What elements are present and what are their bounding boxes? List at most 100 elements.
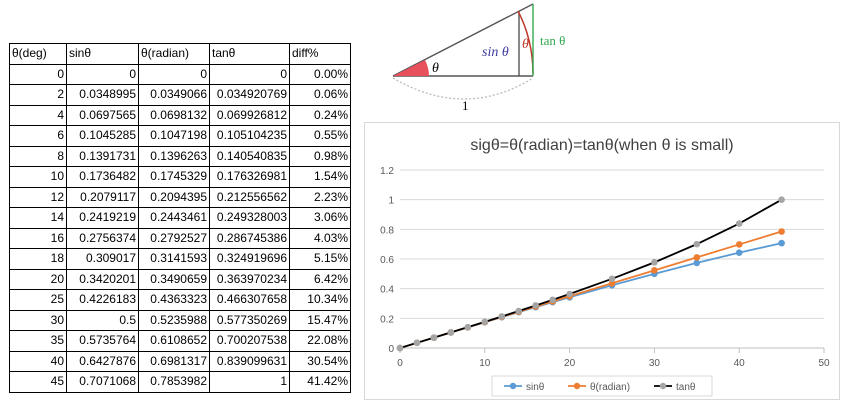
y-tick-label: 1	[388, 196, 394, 207]
chart-title: sigθ=θ(radian)=tanθ(when θ is small)	[470, 137, 733, 154]
table-row: 6 0.1045285 0.1047198 0.105104235 0.55%	[9, 125, 351, 147]
data-point	[566, 290, 573, 298]
table-cell: 0.140540835	[209, 145, 290, 167]
table-cell: 0.4363323	[138, 289, 210, 311]
table-cell: 0.2094395	[138, 186, 210, 208]
legend-marker	[509, 382, 517, 390]
table-cell: 0.324919696	[209, 248, 290, 270]
table-cell: 0.2079117	[66, 186, 139, 208]
table-cell: 15.47%	[289, 309, 351, 331]
theta-arc-label: θ	[522, 37, 529, 52]
hypotenuse-line	[392, 3, 534, 77]
table-cell: 41.42%	[289, 371, 351, 393]
table-cell: 0.1047198	[138, 125, 210, 147]
data-point	[447, 329, 455, 336]
data-point	[735, 220, 743, 227]
table-cell: 0.249328003	[209, 207, 290, 229]
unit-circle-diagram: θ sin θ θ tan θ 1	[392, 3, 565, 112]
series-line	[399, 198, 783, 349]
table-cell: 0	[209, 63, 290, 85]
radius-label: 1	[462, 98, 469, 112]
x-tick-label: 50	[818, 358, 830, 369]
data-point	[735, 249, 743, 256]
table-cell: 0.0348995	[66, 84, 139, 106]
table-row: 12 0.2079117 0.2094395 0.212556562 2.23%	[9, 186, 351, 208]
table-row: 8 0.1391731 0.1396263 0.140540835 0.98%	[9, 145, 351, 167]
y-tick-label: 0.2	[380, 314, 394, 325]
x-tick-label: 20	[564, 358, 576, 369]
data-point	[693, 240, 701, 248]
table-cell: 0.4226183	[66, 289, 139, 311]
x-tick-label: 0	[397, 358, 403, 369]
data-point	[498, 313, 506, 320]
table-cell: 45	[9, 371, 67, 393]
table-cell: 0.1045285	[66, 125, 139, 147]
data-point	[651, 267, 658, 274]
data-point	[608, 275, 616, 283]
table-cell: 0.5735764	[66, 330, 139, 352]
table-cell: 30.54%	[289, 350, 351, 372]
header-cell: tanθ	[209, 43, 290, 65]
radius-arc	[392, 77, 534, 100]
data-point	[778, 196, 785, 203]
table-cell: 2.23%	[289, 186, 351, 208]
data-point	[735, 241, 743, 248]
data-point	[651, 259, 658, 266]
data-point	[778, 228, 785, 235]
table-cell: 0.286745386	[209, 227, 290, 249]
table-cell: 0.5235988	[138, 309, 210, 331]
table-cell: 0.839099631	[209, 350, 290, 372]
table-row: 2 0.0348995 0.0349066 0.034920769 0.06%	[9, 84, 351, 106]
data-point	[693, 254, 701, 261]
data-point	[430, 334, 438, 341]
header-cell: θ(radian)	[138, 43, 210, 65]
y-tick-label: 0.6	[380, 255, 394, 266]
table-row: 4 0.0697565 0.0698132 0.069926812 0.24%	[9, 104, 351, 126]
table-row: 25 0.4226183 0.4363323 0.466307658 10.34%	[9, 289, 351, 311]
table-cell: 0.00%	[289, 63, 351, 85]
table-cell: 6	[9, 125, 67, 147]
legend-marker	[573, 382, 581, 390]
table-cell: 0.466307658	[209, 289, 290, 311]
table-cell: 1.54%	[289, 166, 351, 188]
table-cell: 18	[9, 248, 67, 270]
table-cell: 40	[9, 350, 67, 372]
table-cell: 0.3420201	[66, 268, 139, 290]
legend-label: tanθ	[676, 382, 696, 393]
table-cell: 0.0349066	[138, 84, 210, 106]
data-point	[778, 239, 785, 247]
header-cell: θ(deg)	[9, 43, 67, 65]
table-cell: 0.1736482	[66, 166, 139, 188]
table-row: 16 0.2756374 0.2792527 0.286745386 4.03%	[9, 227, 351, 249]
x-tick-label: 40	[734, 358, 746, 369]
table-cell: 0.3490659	[138, 268, 210, 290]
table-cell: 10.34%	[289, 289, 351, 311]
table-cell: 0.1396263	[138, 145, 210, 167]
table-cell: 0.7853982	[138, 371, 210, 393]
table-cell: 0.176326981	[209, 166, 290, 188]
legend-box	[491, 375, 713, 397]
data-point	[481, 318, 489, 326]
table-cell: 0.1745329	[138, 166, 210, 188]
table-row: 35 0.5735764 0.6108652 0.700207538 22.08%	[9, 330, 351, 352]
data-point	[396, 344, 404, 352]
table-cell: 0.6981317	[138, 350, 210, 372]
table-cell: 0.55%	[289, 125, 351, 147]
table-row: 0 0 0 0 0.00%	[9, 63, 351, 85]
table-cell: 0	[9, 63, 67, 85]
table-cell: 0.0697565	[66, 104, 139, 126]
data-point	[413, 339, 421, 347]
x-tick-label: 10	[479, 358, 491, 369]
y-tick-label: 0	[388, 344, 394, 355]
data-point	[532, 302, 539, 309]
table-cell: 8	[9, 145, 67, 167]
table-cell: 0.7071068	[66, 371, 139, 393]
table-header-row: θ(deg) sinθ θ(radian) tanθ diff%	[9, 43, 351, 65]
table-cell: 0.2443461	[138, 207, 210, 229]
table-row: 14 0.2419219 0.2443461 0.249328003 3.06%	[9, 207, 351, 229]
header-cell: sinθ	[66, 43, 139, 65]
table-cell: 0.069926812	[209, 104, 290, 126]
table-cell: 0.5	[66, 309, 139, 331]
table-cell: 0.98%	[289, 145, 351, 167]
y-tick-label: 0.4	[380, 285, 394, 296]
